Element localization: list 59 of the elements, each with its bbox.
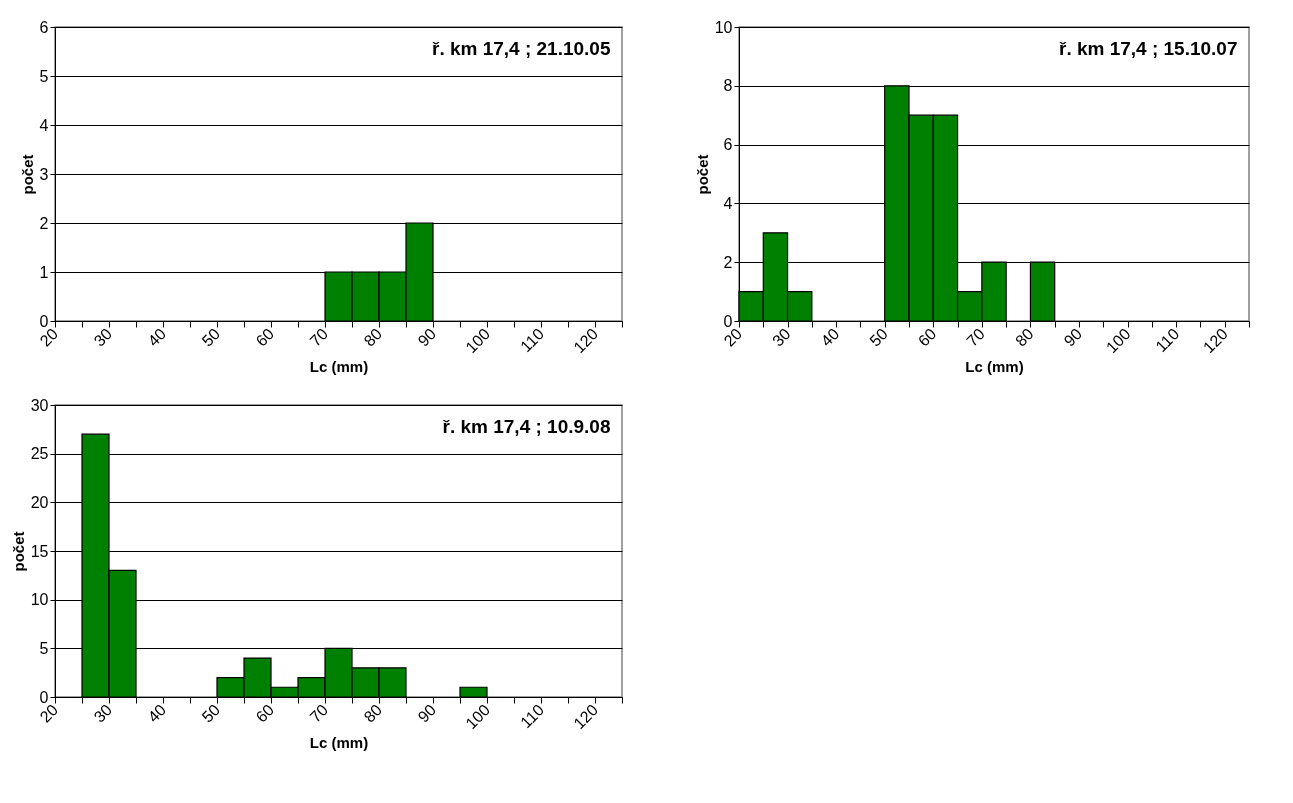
x-tick-label: 70 [963, 325, 989, 350]
x-tick-label: 120 [570, 325, 602, 357]
y-tick-label: 4 [39, 116, 49, 134]
y-tick-label: 20 [30, 493, 49, 511]
x-tick-label: 30 [90, 325, 116, 350]
y-tick-label: 15 [30, 542, 49, 560]
x-tick-label: 110 [1152, 325, 1183, 356]
y-tick-label: 25 [30, 445, 49, 463]
y-tick-label: 30 [30, 396, 49, 414]
x-tick-label: 60 [914, 325, 940, 350]
y-tick-label: 2 [39, 214, 49, 232]
y-tick-label: 6 [723, 136, 733, 154]
x-axis-title: Lc (mm) [965, 358, 1024, 376]
x-tick-label: 100 [462, 701, 494, 733]
x-tick-label: 40 [817, 325, 843, 350]
x-tick-label: 90 [414, 701, 440, 726]
x-tick-label: 50 [198, 325, 224, 350]
x-tick-label: 50 [198, 701, 224, 726]
x-tick-label: 120 [1199, 325, 1231, 357]
x-axis-title: Lc (mm) [309, 358, 369, 376]
x-tick-label: 70 [306, 701, 332, 726]
y-tick-label: 6 [39, 18, 49, 36]
x-tick-label: 100 [1102, 325, 1134, 357]
y-tick-label: 3 [39, 165, 49, 183]
y-axis-title: počet [18, 154, 36, 195]
x-tick-label: 60 [252, 701, 278, 726]
x-tick-label: 30 [90, 701, 116, 726]
y-axis-title: počet [693, 154, 711, 195]
y-tick-label: 8 [723, 77, 733, 95]
x-tick-label: 70 [306, 325, 332, 350]
y-tick-label: 10 [30, 591, 49, 609]
y-tick-label: 10 [714, 18, 733, 36]
y-axis-title: počet [9, 531, 27, 572]
y-tick-label: 4 [723, 194, 733, 212]
y-tick-label: 5 [39, 639, 49, 657]
x-tick-label: 40 [144, 325, 170, 350]
y-tick-label: 2 [723, 253, 733, 271]
x-tick-label: 100 [462, 325, 494, 357]
x-tick-label: 40 [144, 701, 170, 726]
text: ř. km 17,4 ; 21.10.05 [431, 38, 611, 59]
x-tick-label: 110 [517, 701, 548, 732]
y-tick-label: 0 [39, 688, 49, 706]
x-tick-label: 30 [769, 325, 794, 350]
y-tick-label: 5 [39, 67, 49, 85]
x-tick-label: 120 [570, 701, 602, 733]
x-tick-label: 60 [252, 325, 278, 350]
x-tick-label: 80 [360, 325, 386, 350]
y-tick-label: 0 [723, 312, 733, 330]
text: ř. km 17,4 ; 10.9.08 [442, 416, 611, 437]
x-tick-label: 50 [866, 325, 891, 350]
y-tick-label: 0 [39, 312, 49, 330]
x-tick-label: 80 [1011, 325, 1037, 350]
x-tick-label: 80 [360, 701, 386, 726]
y-tick-label: 1 [39, 263, 49, 281]
x-axis-title: Lc (mm) [309, 734, 369, 752]
x-tick-label: 110 [517, 325, 548, 356]
x-tick-label: 90 [1060, 325, 1086, 350]
x-tick-label: 90 [414, 325, 440, 350]
text: ř. km 17,4 ; 15.10.07 [1058, 38, 1238, 59]
